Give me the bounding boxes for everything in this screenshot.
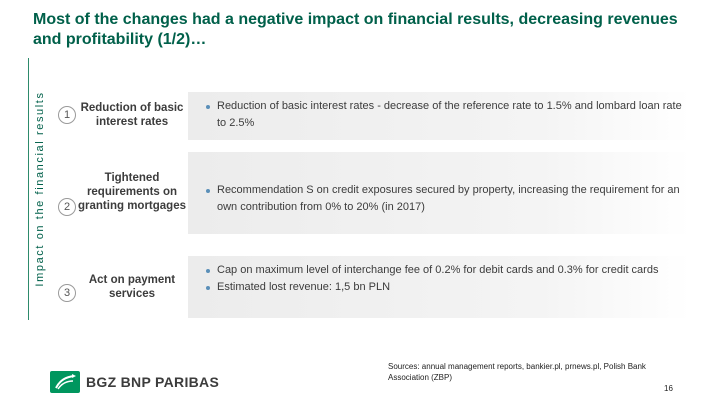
row-number-badge: 2 — [58, 198, 76, 216]
impact-row-3: 3 Act on payment services Cap on maximum… — [58, 256, 690, 318]
row-bullets: Recommendation S on credit exposures sec… — [206, 182, 682, 216]
bullet-item: Recommendation S on credit exposures sec… — [206, 182, 682, 216]
bullet-item: Estimated lost revenue: 1,5 bn PLN — [206, 279, 682, 296]
impact-row-2: 2 Tightened requirements on granting mor… — [58, 152, 690, 234]
bullet-item: Cap on maximum level of interchange fee … — [206, 262, 682, 279]
bank-logo: BGZ BNP PARIBAS — [50, 371, 219, 393]
row-number-badge: 3 — [58, 284, 76, 302]
row-bullets: Reduction of basic interest rates - decr… — [206, 98, 682, 132]
page-number: 16 — [664, 384, 673, 393]
row-background — [188, 256, 690, 318]
sidebar-label: Impact on the financial results — [34, 91, 46, 287]
row-background — [188, 152, 690, 234]
bank-logo-text: BGZ BNP PARIBAS — [86, 374, 220, 390]
bullet-item: Reduction of basic interest rates - decr… — [206, 98, 682, 132]
row-background — [188, 92, 690, 140]
row-number-badge: 1 — [58, 106, 76, 124]
row-label: Reduction of basic interest rates — [80, 102, 184, 128]
sidebar-divider — [28, 58, 29, 320]
impact-row-1: 1 Reduction of basic interest rates Redu… — [58, 92, 690, 140]
sources-note: Sources: annual management reports, bank… — [388, 362, 646, 382]
row-bullets: Cap on maximum level of interchange fee … — [206, 262, 682, 296]
slide-title: Most of the changes had a negative impac… — [33, 11, 678, 48]
bank-logo-icon — [50, 371, 80, 393]
row-label: Act on payment services — [88, 274, 176, 300]
row-label: Tightened requirements on granting mortg… — [78, 172, 186, 212]
